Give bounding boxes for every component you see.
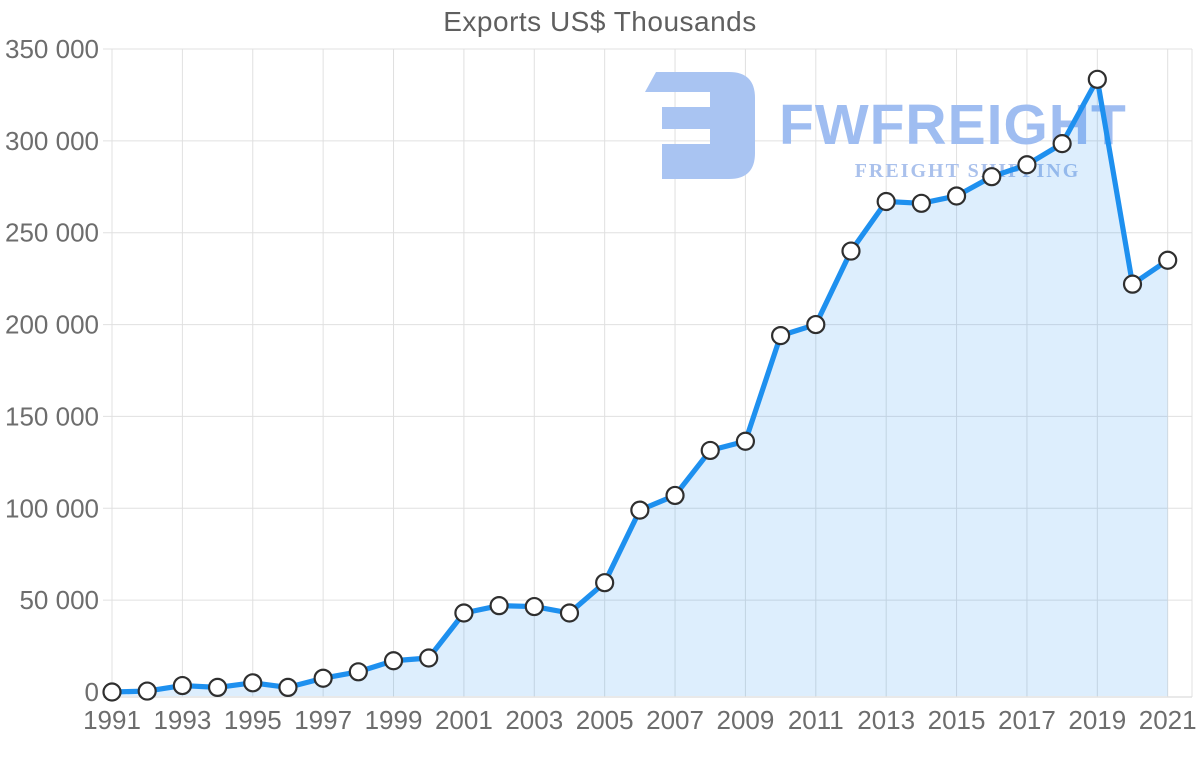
data-point-2013[interactable] xyxy=(876,191,896,212)
y-axis-label-50000: 50 000 xyxy=(19,585,99,615)
data-point-2014[interactable] xyxy=(911,193,931,213)
data-point-1991[interactable] xyxy=(102,682,122,702)
x-axis-label-2019: 2019 xyxy=(1068,705,1126,735)
data-point-2007[interactable] xyxy=(665,485,685,506)
data-point-2005[interactable] xyxy=(595,573,615,593)
x-axis-label-1997: 1997 xyxy=(294,705,352,735)
data-point-1995[interactable] xyxy=(243,673,263,693)
fwfreight-logo-icon xyxy=(645,72,755,179)
data-point-1993[interactable] xyxy=(172,675,192,696)
data-point-2004[interactable] xyxy=(559,603,580,623)
y-axis-label-300000: 300 000 xyxy=(5,126,99,156)
x-axis-label-2013: 2013 xyxy=(857,705,915,735)
x-axis-label-2005: 2005 xyxy=(576,705,634,735)
logo-shape xyxy=(645,72,755,179)
data-point-2015[interactable] xyxy=(946,186,967,206)
data-point-2019[interactable] xyxy=(1087,69,1107,89)
data-point-1999[interactable] xyxy=(383,651,404,671)
data-point-2000[interactable] xyxy=(419,648,439,668)
data-point-2020[interactable] xyxy=(1122,274,1143,294)
data-point-2011[interactable] xyxy=(806,314,826,335)
y-axis-label-250000: 250 000 xyxy=(5,218,99,248)
data-point-2001[interactable] xyxy=(454,603,474,623)
x-axis-label-2011: 2011 xyxy=(788,705,844,735)
x-axis-label-2001: 2001 xyxy=(435,705,493,735)
y-axis-label-200000: 200 000 xyxy=(5,310,99,340)
x-axis-label-1999: 1999 xyxy=(365,705,423,735)
series-area-fill xyxy=(112,79,1168,696)
y-axis-label-350000: 350 000 xyxy=(5,34,99,64)
data-point-2006[interactable] xyxy=(630,500,650,520)
x-axis-label-1995: 1995 xyxy=(224,705,282,735)
data-point-1994[interactable] xyxy=(207,677,228,698)
data-point-2016[interactable] xyxy=(982,167,1002,187)
x-axis-label-1993: 1993 xyxy=(153,705,211,735)
data-point-1996[interactable] xyxy=(278,677,298,698)
x-axis-label-2003: 2003 xyxy=(505,705,563,735)
y-axis-label-0: 0 xyxy=(85,677,99,707)
x-axis-label-2017: 2017 xyxy=(998,705,1056,735)
data-point-2017[interactable] xyxy=(1017,155,1037,175)
x-axis-label-2021: 2021 xyxy=(1139,705,1197,735)
data-point-1998[interactable] xyxy=(348,662,368,682)
data-point-1992[interactable] xyxy=(137,681,157,701)
data-point-1997[interactable] xyxy=(313,668,333,688)
data-point-2002[interactable] xyxy=(489,596,509,616)
y-axis-label-100000: 100 000 xyxy=(5,493,99,523)
data-point-2009[interactable] xyxy=(735,431,756,451)
x-axis-label-2007: 2007 xyxy=(646,705,704,735)
x-axis-label-2009: 2009 xyxy=(716,705,774,735)
x-axis-label-2015: 2015 xyxy=(928,705,986,735)
data-point-2021[interactable] xyxy=(1158,250,1178,270)
x-axis-label-1991: 1991 xyxy=(83,705,141,735)
y-axis-label-150000: 150 000 xyxy=(5,401,99,431)
data-point-2018[interactable] xyxy=(1052,134,1072,154)
chart-title: Exports US$ Thousands xyxy=(443,6,757,37)
data-point-2008[interactable] xyxy=(700,440,720,461)
data-point-2012[interactable] xyxy=(841,241,861,261)
data-point-2003[interactable] xyxy=(524,596,544,617)
data-point-2010[interactable] xyxy=(771,325,791,346)
